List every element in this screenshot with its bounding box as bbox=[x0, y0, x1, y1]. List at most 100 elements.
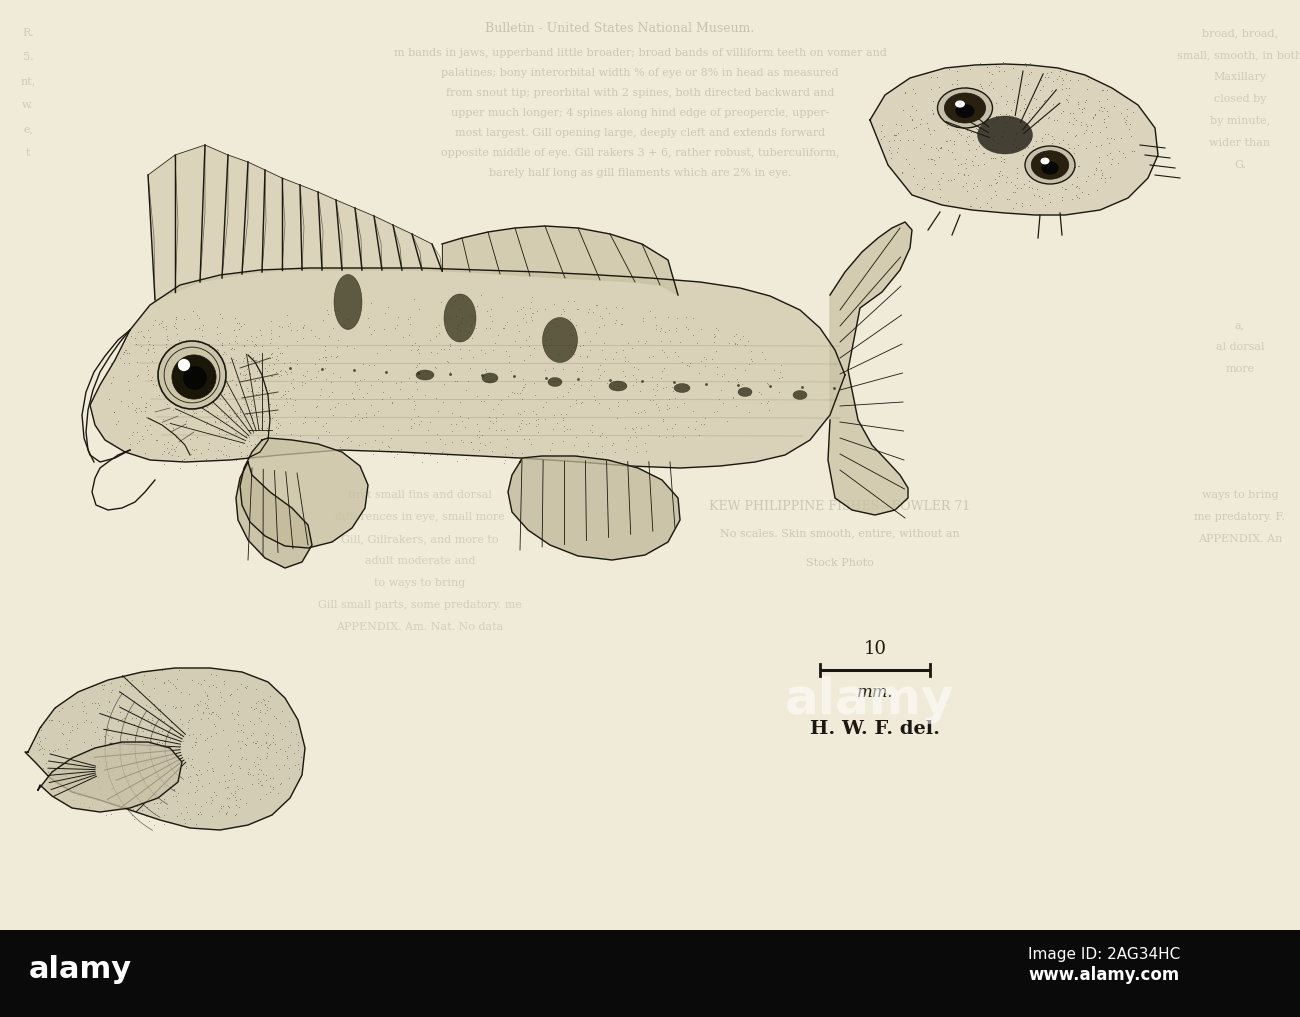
Point bbox=[1030, 155, 1050, 171]
Point bbox=[512, 299, 533, 315]
Point bbox=[922, 105, 942, 121]
Point bbox=[490, 393, 511, 409]
Point bbox=[682, 326, 703, 343]
Point bbox=[148, 719, 169, 735]
Point bbox=[268, 415, 289, 431]
Point bbox=[29, 729, 49, 745]
Point bbox=[1035, 197, 1056, 214]
Point bbox=[165, 374, 186, 391]
Point bbox=[996, 96, 1017, 112]
Point bbox=[117, 372, 138, 388]
Point bbox=[260, 336, 281, 352]
Point bbox=[451, 431, 472, 447]
Point bbox=[989, 163, 1010, 179]
Point bbox=[99, 704, 120, 720]
Point bbox=[494, 320, 515, 337]
Point bbox=[676, 309, 697, 325]
Point bbox=[65, 782, 86, 798]
Point bbox=[230, 402, 251, 418]
Point bbox=[519, 430, 540, 446]
Point bbox=[212, 309, 233, 325]
Point bbox=[226, 376, 247, 393]
Point bbox=[525, 411, 546, 427]
Point bbox=[127, 324, 148, 341]
Point bbox=[630, 404, 651, 420]
Point bbox=[515, 332, 536, 348]
Point bbox=[425, 319, 446, 336]
Point bbox=[309, 351, 330, 367]
Point bbox=[450, 395, 471, 411]
Point bbox=[1009, 139, 1030, 156]
Point bbox=[571, 376, 592, 393]
Point bbox=[1084, 166, 1105, 182]
Point bbox=[946, 72, 967, 88]
Point bbox=[296, 363, 317, 379]
Point bbox=[192, 705, 213, 721]
Point bbox=[608, 394, 629, 410]
Point bbox=[1023, 137, 1044, 154]
Point bbox=[676, 376, 697, 393]
Point bbox=[966, 141, 987, 158]
Point bbox=[480, 413, 500, 429]
Point bbox=[269, 741, 290, 758]
Point bbox=[185, 783, 205, 799]
Point bbox=[166, 311, 187, 327]
Point bbox=[1056, 181, 1076, 197]
Point bbox=[961, 154, 982, 170]
Point bbox=[152, 319, 173, 336]
Point bbox=[1053, 103, 1074, 119]
Point bbox=[630, 420, 651, 436]
Point bbox=[480, 320, 500, 337]
Point bbox=[272, 703, 292, 719]
Point bbox=[211, 375, 231, 392]
Point bbox=[328, 396, 348, 412]
Point bbox=[257, 384, 278, 401]
Point bbox=[640, 393, 660, 409]
Point bbox=[135, 697, 156, 713]
Point bbox=[372, 374, 393, 391]
Point bbox=[170, 365, 191, 381]
Point bbox=[281, 321, 302, 338]
Point bbox=[980, 74, 1001, 91]
Point bbox=[186, 307, 207, 323]
Point bbox=[926, 140, 946, 157]
Point bbox=[676, 357, 697, 373]
Point bbox=[337, 338, 358, 354]
Point bbox=[234, 338, 255, 354]
Point bbox=[749, 383, 770, 400]
Polygon shape bbox=[870, 64, 1158, 215]
Point bbox=[963, 132, 984, 148]
Point bbox=[599, 400, 620, 416]
Point bbox=[185, 321, 205, 338]
Point bbox=[251, 776, 272, 792]
Point bbox=[953, 178, 974, 194]
Point bbox=[121, 743, 142, 760]
Point bbox=[42, 711, 62, 727]
Point bbox=[582, 423, 603, 439]
Point bbox=[403, 291, 424, 307]
Text: palatines; bony interorbital width % of eye or 8% in head as measured: palatines; bony interorbital width % of … bbox=[441, 68, 838, 78]
Polygon shape bbox=[38, 742, 182, 812]
Point bbox=[624, 359, 645, 375]
Point bbox=[757, 374, 777, 391]
Point bbox=[66, 716, 87, 732]
Point bbox=[202, 807, 222, 824]
Point bbox=[143, 679, 164, 696]
Point bbox=[592, 438, 612, 455]
Point bbox=[408, 338, 429, 354]
Point bbox=[191, 444, 212, 461]
Point bbox=[44, 742, 65, 759]
Point bbox=[195, 695, 216, 711]
Point bbox=[595, 351, 616, 367]
Point bbox=[150, 315, 170, 332]
Point bbox=[689, 427, 710, 443]
Point bbox=[468, 423, 489, 439]
Point bbox=[455, 418, 476, 434]
Point bbox=[656, 401, 677, 417]
Point bbox=[961, 111, 982, 127]
Point bbox=[227, 369, 248, 385]
Point bbox=[274, 718, 295, 734]
Point bbox=[515, 416, 536, 432]
Point bbox=[734, 362, 755, 378]
Point bbox=[124, 716, 144, 732]
